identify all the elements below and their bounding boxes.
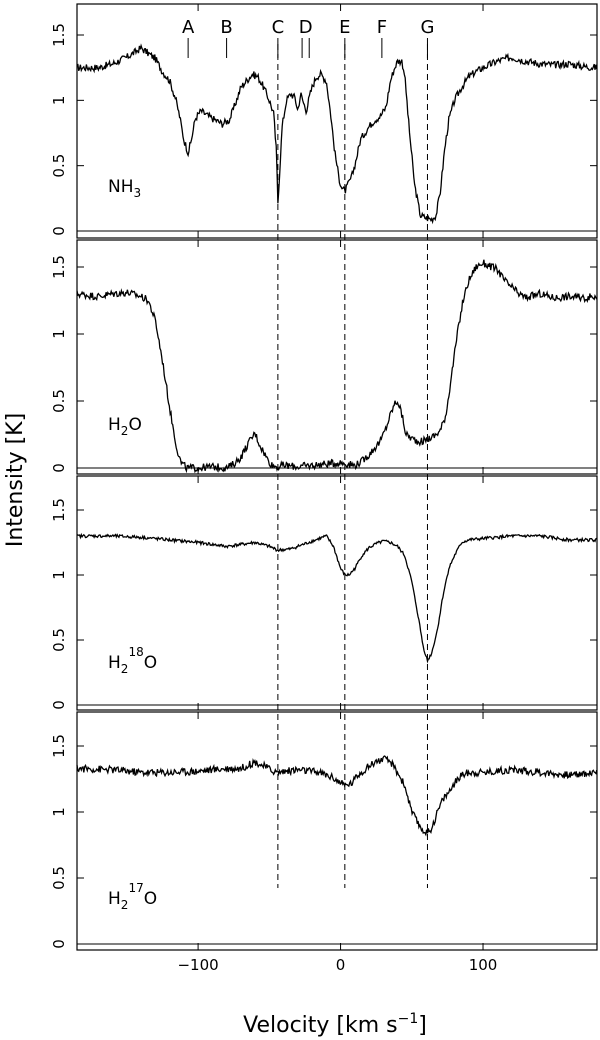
x-tick-label: −100 [177,956,218,974]
molecule-base: H [108,415,121,435]
x-axis-title-close: ] [418,1013,427,1038]
component-label: G [420,17,434,38]
panel-3: 0 0.5 1 1.5 H2 18O [50,475,598,711]
spectrum-line [76,532,597,664]
molecule-label: H2O [108,415,142,438]
panels-layer: 00.511.5NH300.511.5H2O00.511.5H218O00.51… [50,3,598,974]
molecule-subscript: 2 [121,662,129,676]
molecule-label: H2 18O [108,645,157,676]
molecule-rest: O [144,889,157,909]
y-tick-label: 1.5 [50,255,68,279]
molecule-superscript: 17 [128,881,143,895]
y-tick-label: 0 [50,700,68,710]
y-tick-label: 1.5 [50,23,68,47]
panel-frame [76,3,598,239]
component-label: B [220,17,232,38]
panel-4: 0 0.5 1 1.5 H2 17O [50,711,598,951]
y-tick-label: 1 [50,96,68,106]
component-label: C [272,17,285,38]
spectrum-line [76,43,598,225]
molecule-subscript: 3 [134,186,142,200]
x-axis-title-main: Velocity [km s [243,1013,398,1038]
molecule-label: H2 17O [108,881,157,912]
y-tick-label: 0.5 [50,628,68,652]
y-tick-label: 1 [50,570,68,580]
spectrum-line [76,755,598,837]
panel-frame [76,239,598,475]
x-axis-title: Velocity [km s−1] [243,1011,427,1038]
molecule-subscript: 2 [121,424,129,438]
panel-2: 0 0.5 1 1.5 H2O [50,239,598,475]
molecule-rest: O [144,653,157,673]
y-tick-label: 1 [50,329,68,339]
x-tick-label: 100 [469,956,498,974]
spectrum-line [76,259,598,474]
molecule-base: NH [108,177,134,197]
molecule-base: H [108,889,121,909]
y-tick-label: 0 [50,463,68,473]
component-label: A [182,17,195,38]
panel-frame [76,475,598,711]
molecule-superscript: 18 [128,645,143,659]
y-tick-label: 0.5 [50,866,68,890]
dashed-lines-layer [277,44,428,888]
component-label: F [377,17,387,38]
x-tick-label: 0 [336,956,346,974]
molecule-label: NH3 [108,177,141,200]
y-tick-label: 0.5 [50,389,68,413]
y-tick-label: 1.5 [50,734,68,758]
y-tick-label: 1.5 [50,498,68,522]
panel-frame [76,711,598,951]
molecule-subscript: 2 [121,898,129,912]
x-axis-title-exponent: −1 [398,1011,419,1027]
component-label: D [299,17,313,38]
molecule-rest: O [128,415,141,435]
y-tick-label: 0 [50,226,68,236]
molecule-base: H [108,653,121,673]
component-label: E [339,17,350,38]
y-tick-label: 0.5 [50,154,68,178]
y-axis-title: Intensity [K] [3,413,28,547]
panel-1: 0 0.5 1 1.5 NH3 [50,3,598,239]
y-tick-label: 0 [50,939,68,949]
y-tick-label: 1 [50,807,68,817]
